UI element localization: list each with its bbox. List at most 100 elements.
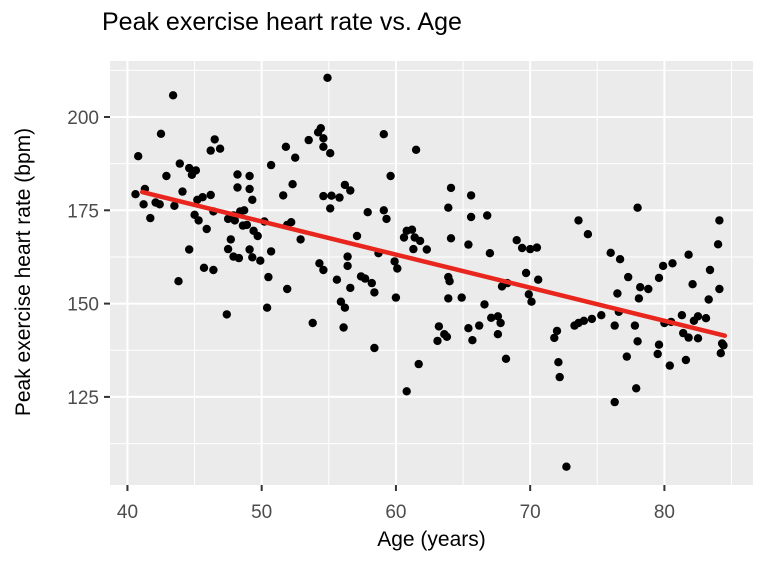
scatter-point: [532, 243, 542, 252]
scatter-point: [202, 224, 211, 234]
scatter-point: [248, 195, 257, 204]
scatter-point: [146, 213, 155, 223]
scatter-point: [407, 225, 417, 234]
scatter-point: [485, 249, 495, 258]
scatter-point: [555, 372, 564, 382]
scatter-point: [446, 234, 456, 243]
scatter-point: [240, 206, 249, 215]
scatter-point: [198, 193, 207, 202]
scatter-point: [391, 293, 401, 302]
scatter-point: [233, 183, 242, 192]
scatter-point: [633, 337, 642, 346]
scatter-point: [266, 247, 276, 256]
scatter-point: [319, 265, 328, 275]
scatter-point: [191, 166, 201, 175]
scatter-point: [704, 295, 713, 304]
scatter-point: [715, 216, 724, 225]
scatter-point: [493, 312, 503, 321]
scatter-point: [411, 145, 421, 154]
scatter-point: [327, 191, 336, 200]
scatter-point: [415, 236, 425, 246]
scatter-point: [336, 297, 346, 306]
scatter-point: [613, 289, 622, 298]
scatter-point: [319, 142, 328, 151]
scatter-point: [442, 332, 452, 341]
x-tick-label: 60: [385, 502, 406, 523]
scatter-point: [304, 135, 313, 145]
x-tick-label: 50: [251, 502, 272, 523]
scatter-point: [379, 130, 388, 139]
scatter-point: [226, 235, 235, 244]
scatter-point: [526, 244, 535, 254]
scatter-point: [527, 297, 536, 306]
scatter-point: [343, 261, 352, 271]
y-axis-title: Peak exercise heart rate (bpm): [12, 127, 35, 417]
scatter-point: [256, 256, 265, 265]
scatter-point: [335, 193, 344, 202]
scatter-point: [681, 355, 691, 365]
scatter-point: [677, 311, 687, 320]
scatter-point: [393, 264, 402, 273]
scatter-point: [521, 268, 531, 278]
scatter-point: [230, 216, 239, 225]
scatter-point: [283, 284, 292, 294]
x-tick-label: 40: [117, 502, 138, 523]
scatter-point: [209, 265, 218, 275]
scatter-point: [370, 288, 379, 297]
scatter-point: [534, 275, 543, 284]
scatter-point: [253, 231, 262, 241]
scatter-point: [550, 333, 559, 343]
scatter-point: [693, 312, 703, 321]
scatter-point: [281, 142, 291, 151]
scatter-point: [206, 190, 215, 200]
scatter-point: [606, 248, 615, 257]
x-tick-label: 70: [520, 502, 541, 523]
scatter-point: [390, 257, 399, 266]
scatter-point: [654, 340, 664, 349]
scatter-point: [222, 310, 231, 319]
scatter-point: [266, 160, 276, 170]
scatter-point: [215, 144, 225, 153]
scatter-point: [339, 323, 348, 332]
scatter-point: [370, 343, 379, 353]
scatter-point: [248, 253, 257, 262]
scatter-point: [579, 316, 589, 325]
scatter-point: [319, 191, 328, 201]
scatter-point: [632, 384, 641, 393]
scatter-point: [587, 314, 597, 324]
scatter-point: [156, 129, 166, 138]
scatter-point: [296, 235, 305, 244]
scatter-point: [610, 397, 619, 407]
scatter-point: [194, 216, 203, 225]
scatter-point: [713, 240, 723, 249]
scatter-point: [634, 294, 644, 303]
scatter-point: [562, 462, 571, 471]
scatter-point: [444, 294, 453, 303]
scatter-point: [326, 149, 335, 158]
scatter-point: [444, 203, 453, 212]
scatter-point: [610, 321, 619, 330]
scatter-point: [340, 303, 350, 312]
x-tick-label: 80: [654, 502, 675, 523]
scatter-point: [352, 231, 362, 241]
scatter-point: [475, 321, 484, 330]
scatter-point: [654, 273, 664, 283]
scatter-point: [131, 190, 140, 199]
scatter-point: [719, 341, 728, 350]
scatter-point: [316, 124, 325, 133]
scatter-point: [409, 244, 418, 254]
scatter-point: [512, 236, 521, 245]
scatter-point: [466, 191, 476, 200]
scatter-point: [134, 152, 143, 161]
scatter-point: [162, 171, 171, 181]
scatter-point: [245, 245, 254, 254]
scatter-point: [622, 352, 631, 361]
y-tick-label: 150: [67, 295, 99, 316]
scatter-point: [434, 322, 444, 331]
scatter-point: [155, 200, 164, 209]
scatter-point: [715, 284, 724, 294]
scatter-point: [332, 275, 342, 284]
scatter-point: [234, 253, 244, 263]
y-tick-label: 125: [67, 388, 99, 409]
